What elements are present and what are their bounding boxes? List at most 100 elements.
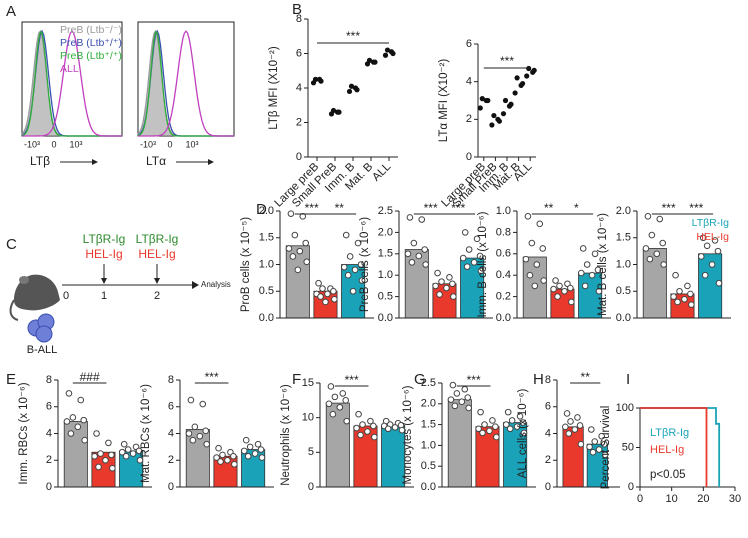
x-tick-label: 20 bbox=[697, 493, 709, 505]
significance: * bbox=[574, 201, 579, 215]
significance: *** bbox=[305, 201, 319, 215]
data-point bbox=[443, 284, 450, 292]
significance: *** bbox=[424, 201, 438, 215]
data-point bbox=[500, 111, 507, 117]
data-point bbox=[574, 414, 581, 421]
y-axis-label: Imm. B cells (x 10⁻⁶) bbox=[477, 211, 489, 317]
y-tick-label: 1.0 bbox=[496, 205, 511, 217]
data-point bbox=[512, 90, 518, 96]
data-point bbox=[660, 261, 668, 268]
y-tick-label: 0 bbox=[168, 481, 174, 493]
data-point bbox=[653, 250, 661, 258]
significance: ** bbox=[335, 201, 345, 215]
data-point bbox=[681, 295, 688, 303]
data-point bbox=[77, 396, 85, 404]
data-point bbox=[506, 425, 514, 433]
data-point bbox=[567, 284, 574, 292]
data-point bbox=[291, 231, 299, 239]
data-point bbox=[576, 422, 584, 429]
data-point bbox=[384, 425, 392, 433]
data-point bbox=[254, 440, 262, 448]
y-tick-label: 2 bbox=[545, 454, 551, 466]
treatment-label: LTβR-Ig bbox=[136, 232, 179, 246]
data-point bbox=[446, 274, 453, 281]
data-point bbox=[355, 410, 362, 418]
data-point bbox=[697, 253, 705, 260]
data-point bbox=[502, 421, 510, 428]
data-point bbox=[246, 443, 254, 451]
y-tick-label: 0.8 bbox=[496, 226, 511, 238]
data-point bbox=[492, 423, 499, 430]
y-tick-label: 0.0 bbox=[616, 312, 631, 324]
y-tick-label: 0.0 bbox=[421, 481, 436, 493]
survival-curve bbox=[640, 407, 708, 487]
data-point bbox=[102, 456, 109, 464]
data-point bbox=[370, 422, 377, 430]
data-point bbox=[552, 277, 559, 284]
data-point bbox=[531, 67, 537, 73]
data-point bbox=[406, 214, 414, 221]
data-point bbox=[524, 73, 530, 79]
arrow-head bbox=[92, 159, 98, 165]
data-point bbox=[533, 261, 541, 268]
data-point bbox=[97, 450, 104, 457]
x-tick-label: 0 bbox=[637, 493, 643, 505]
panel-label: E bbox=[6, 371, 16, 388]
data-point bbox=[258, 454, 266, 461]
data-point bbox=[296, 247, 304, 255]
panel-label: F bbox=[292, 371, 301, 388]
data-point bbox=[287, 210, 295, 217]
data-point bbox=[526, 271, 534, 279]
data-point bbox=[322, 298, 329, 306]
panel-label: H bbox=[533, 371, 544, 388]
significance: *** bbox=[467, 373, 481, 387]
data-point bbox=[540, 277, 548, 284]
data-point bbox=[513, 423, 521, 430]
mouse-tail bbox=[9, 299, 19, 321]
cell-icon bbox=[35, 325, 53, 343]
data-point bbox=[390, 50, 396, 57]
data-point bbox=[398, 426, 406, 434]
y-tick-label: 15 bbox=[302, 377, 314, 389]
data-point bbox=[418, 216, 426, 223]
significance: ** bbox=[581, 370, 591, 384]
y-tick-label: 0 bbox=[466, 151, 472, 163]
data-point bbox=[536, 220, 544, 228]
data-point bbox=[479, 96, 485, 102]
y-tick-label: 50 bbox=[622, 441, 634, 453]
data-point bbox=[339, 390, 347, 397]
data-point bbox=[436, 291, 443, 298]
data-point bbox=[366, 57, 373, 64]
arrow-head bbox=[101, 278, 107, 284]
data-point bbox=[477, 267, 485, 275]
y-axis-label: ProB cells (x 10⁻⁵) bbox=[240, 217, 252, 312]
y-tick-label: 1.0 bbox=[378, 269, 393, 281]
y-tick-label: 8 bbox=[545, 374, 551, 386]
data-point bbox=[202, 427, 210, 435]
data-point bbox=[563, 410, 571, 417]
panel-label: D bbox=[256, 201, 267, 218]
y-axis-label: Neutrophils (x 10⁻⁶) bbox=[280, 384, 292, 486]
data-point bbox=[231, 460, 238, 468]
significance: *** bbox=[346, 29, 360, 43]
data-point bbox=[587, 426, 595, 433]
arrow-head bbox=[192, 281, 199, 289]
data-point bbox=[550, 285, 557, 293]
data-point bbox=[95, 463, 102, 471]
data-point bbox=[473, 235, 481, 243]
y-tick-label: 0.5 bbox=[421, 460, 436, 472]
data-point bbox=[391, 424, 399, 431]
data-point bbox=[504, 408, 512, 416]
data-point bbox=[421, 246, 429, 253]
y-tick-label: 10 bbox=[302, 412, 314, 424]
y-tick-label: 2.0 bbox=[616, 205, 631, 217]
data-point bbox=[568, 298, 575, 306]
data-point bbox=[410, 239, 418, 247]
data-point bbox=[531, 282, 539, 290]
legend-entry: HEL-Ig bbox=[696, 231, 729, 243]
y-axis-label: Mat. RBCs (x 10⁻⁶) bbox=[140, 384, 152, 483]
density-curve bbox=[138, 30, 234, 137]
y-tick-label: 2 bbox=[296, 116, 302, 128]
data-point bbox=[244, 452, 252, 460]
treatment-label: HEL-Ig bbox=[138, 247, 175, 261]
